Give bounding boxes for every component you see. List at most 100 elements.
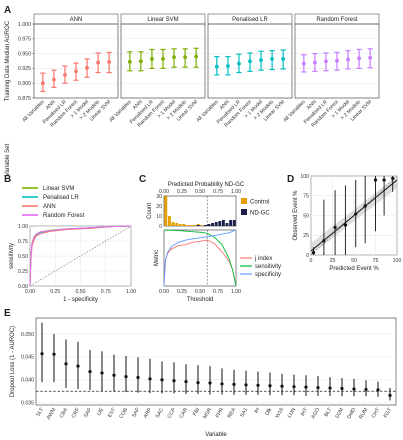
a-point bbox=[183, 55, 188, 60]
panel-letter-c: C bbox=[139, 174, 146, 185]
d-point bbox=[311, 251, 316, 255]
e-x-tick-label: SA1 bbox=[239, 407, 249, 419]
d-y-tick-label: 25 bbox=[303, 233, 309, 239]
e-x-tick-label: FPR bbox=[215, 407, 226, 419]
c-x-tick-label: 0.75 bbox=[213, 289, 223, 295]
c-hist-bar bbox=[171, 222, 175, 226]
c-hist-bar bbox=[182, 224, 186, 226]
e-x-tick-label: CAR bbox=[179, 407, 190, 420]
panel-letter-e: E bbox=[4, 308, 11, 319]
e-x-tick-label: REA bbox=[227, 407, 238, 420]
c-hist-bar bbox=[164, 196, 168, 226]
a-y-tick-label: 0.925 bbox=[18, 66, 31, 72]
a-point bbox=[301, 61, 306, 66]
b-legend-label: Linear SVM bbox=[43, 186, 74, 192]
b-y-axis-label: sensitivity bbox=[9, 243, 15, 269]
e-x-tick-label: SAC bbox=[155, 407, 166, 419]
e-x-tick-label: IH bbox=[253, 407, 261, 415]
e-point bbox=[64, 362, 68, 366]
c-x-tick-label: 0.25 bbox=[177, 289, 187, 295]
a-point bbox=[312, 60, 317, 65]
a-point bbox=[127, 59, 132, 64]
b-roc-line bbox=[29, 225, 132, 287]
a-y-tick-label: 0.950 bbox=[18, 51, 31, 57]
e-y-tick-label: 0.045 bbox=[21, 355, 34, 361]
c-metric-legend-label: sensitivity bbox=[255, 264, 281, 270]
e-x-tick-label: LIE bbox=[96, 407, 105, 417]
a-y-axis-label: Training Data Median AUROC bbox=[5, 20, 11, 101]
d-y-tick-label: 0 bbox=[306, 253, 309, 259]
e-y-tick-label: 0.040 bbox=[21, 378, 34, 384]
a-point bbox=[194, 54, 199, 59]
b-legend-label: Random Forest bbox=[43, 213, 85, 219]
d-fit-line bbox=[310, 179, 398, 252]
a-point bbox=[138, 59, 143, 64]
e-x-tick-label: Dlk bbox=[264, 407, 273, 417]
d-x-tick-label: 75 bbox=[373, 258, 379, 264]
c-hist-bar bbox=[185, 225, 189, 226]
panel-letter-a: A bbox=[4, 5, 11, 16]
c-y-tick-label: 20 bbox=[156, 204, 162, 210]
a-facet-title: Linear SVM bbox=[147, 17, 178, 23]
a-y-tick-label: 0.975 bbox=[18, 37, 31, 43]
panel-b-roc-chart: Linear SVM Penalised LR ANN Random Forest 0.… bbox=[9, 186, 136, 303]
c-hist-bar bbox=[221, 220, 225, 226]
b-y-tick-label: 0.25 bbox=[18, 269, 28, 275]
panel-c-threshold-chart: Predicted Probability ND-GC0.00 0.25 0.50 0… bbox=[147, 182, 281, 303]
e-point bbox=[316, 386, 320, 390]
c-x-axis-label: Threshold bbox=[187, 297, 214, 303]
panel-d-calibration-chart: 0 25 50 75 100 0 25 50 75 100 Predicted Event % Obs… bbox=[293, 174, 401, 272]
e-x-tick-label: SLT bbox=[35, 406, 45, 418]
c-hist-frame bbox=[163, 195, 237, 227]
e-x-tick-label: LUN bbox=[287, 407, 298, 419]
e-x-tick-label: FBI bbox=[192, 407, 201, 417]
c-hist-bar bbox=[193, 225, 197, 226]
a-x-axis-label: Variable Set bbox=[5, 144, 11, 177]
a-facet-frame bbox=[33, 23, 119, 99]
a-y-tick-label: 1.000 bbox=[18, 22, 31, 28]
c-legend-swatch bbox=[241, 209, 247, 215]
e-point bbox=[388, 393, 392, 397]
e-point bbox=[112, 373, 116, 377]
d-point bbox=[363, 204, 367, 208]
c-metric-line bbox=[163, 229, 237, 287]
panel-a-chart: Training Data Median AUROC 0.875 0.900 0.92… bbox=[5, 13, 380, 177]
a-point bbox=[74, 69, 78, 74]
e-point bbox=[40, 352, 44, 356]
c-hist-bar bbox=[229, 220, 233, 226]
e-point bbox=[280, 384, 284, 388]
c-y-tick-label: 0 bbox=[159, 224, 162, 230]
d-point bbox=[333, 225, 337, 229]
b-legend-label: Penalised LR bbox=[43, 195, 79, 201]
e-point bbox=[124, 375, 128, 379]
e-x-tick-label: MSR bbox=[202, 407, 213, 420]
e-point bbox=[292, 385, 296, 389]
a-facet-frame bbox=[294, 23, 380, 99]
d-point bbox=[354, 212, 358, 216]
e-x-tick-label: D2M bbox=[335, 407, 346, 419]
d-point bbox=[373, 178, 378, 182]
a-point bbox=[237, 61, 241, 66]
c-hist-bar bbox=[225, 223, 229, 226]
c-legend-label: ND-GC bbox=[250, 211, 270, 217]
e-x-tick-label: DelD bbox=[346, 407, 357, 420]
d-point bbox=[343, 223, 347, 227]
a-point bbox=[357, 56, 362, 61]
c-metric-legend-label: j index bbox=[254, 256, 272, 262]
e-x-tick-label: CHT bbox=[371, 406, 382, 419]
e-x-tick-label: COB bbox=[118, 407, 129, 420]
e-x-tick-label: CBA bbox=[59, 407, 70, 420]
c-top-x-tick-label: 0.75 bbox=[213, 189, 223, 195]
d-y-axis-label: Observed Event % bbox=[293, 190, 299, 241]
a-point bbox=[63, 73, 67, 77]
a-facet-title: Random Forest bbox=[316, 17, 358, 23]
c-hist-bar bbox=[178, 224, 182, 226]
e-point bbox=[172, 379, 176, 383]
c-count-axis-label: Count bbox=[147, 203, 153, 219]
e-point bbox=[304, 385, 308, 389]
c-metric-line bbox=[163, 239, 237, 287]
c-y-axis-label: Metric bbox=[154, 250, 160, 266]
d-x-tick-label: 0 bbox=[310, 258, 313, 264]
d-x-tick-label: 25 bbox=[330, 258, 336, 264]
e-x-tick-label: AGO bbox=[310, 407, 321, 420]
